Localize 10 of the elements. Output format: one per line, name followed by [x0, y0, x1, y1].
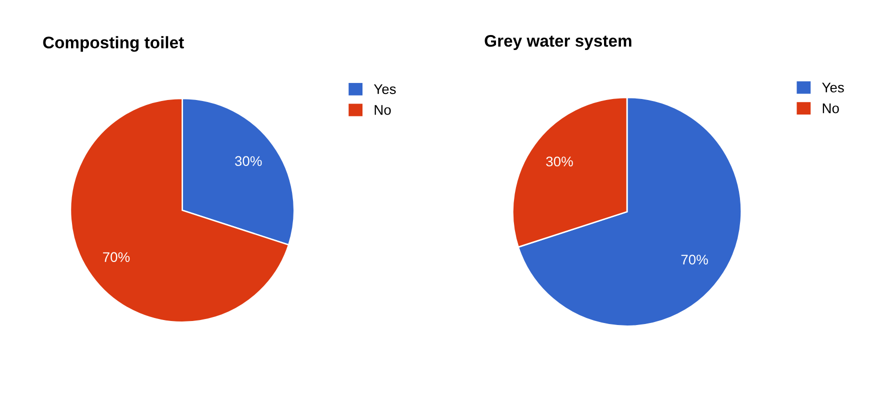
- legend-label: Yes: [822, 82, 844, 92]
- chart-title: Grey water system: [484, 34, 632, 50]
- data-label: 70%: [103, 252, 130, 262]
- legend-label: Yes: [374, 84, 396, 94]
- legend-label: No: [822, 104, 839, 114]
- data-label: 70%: [681, 254, 708, 265]
- legend-label: No: [374, 105, 391, 115]
- data-label: 30%: [235, 156, 262, 166]
- data-label: 30%: [546, 156, 573, 166]
- chart-title: Composting toilet: [43, 36, 184, 52]
